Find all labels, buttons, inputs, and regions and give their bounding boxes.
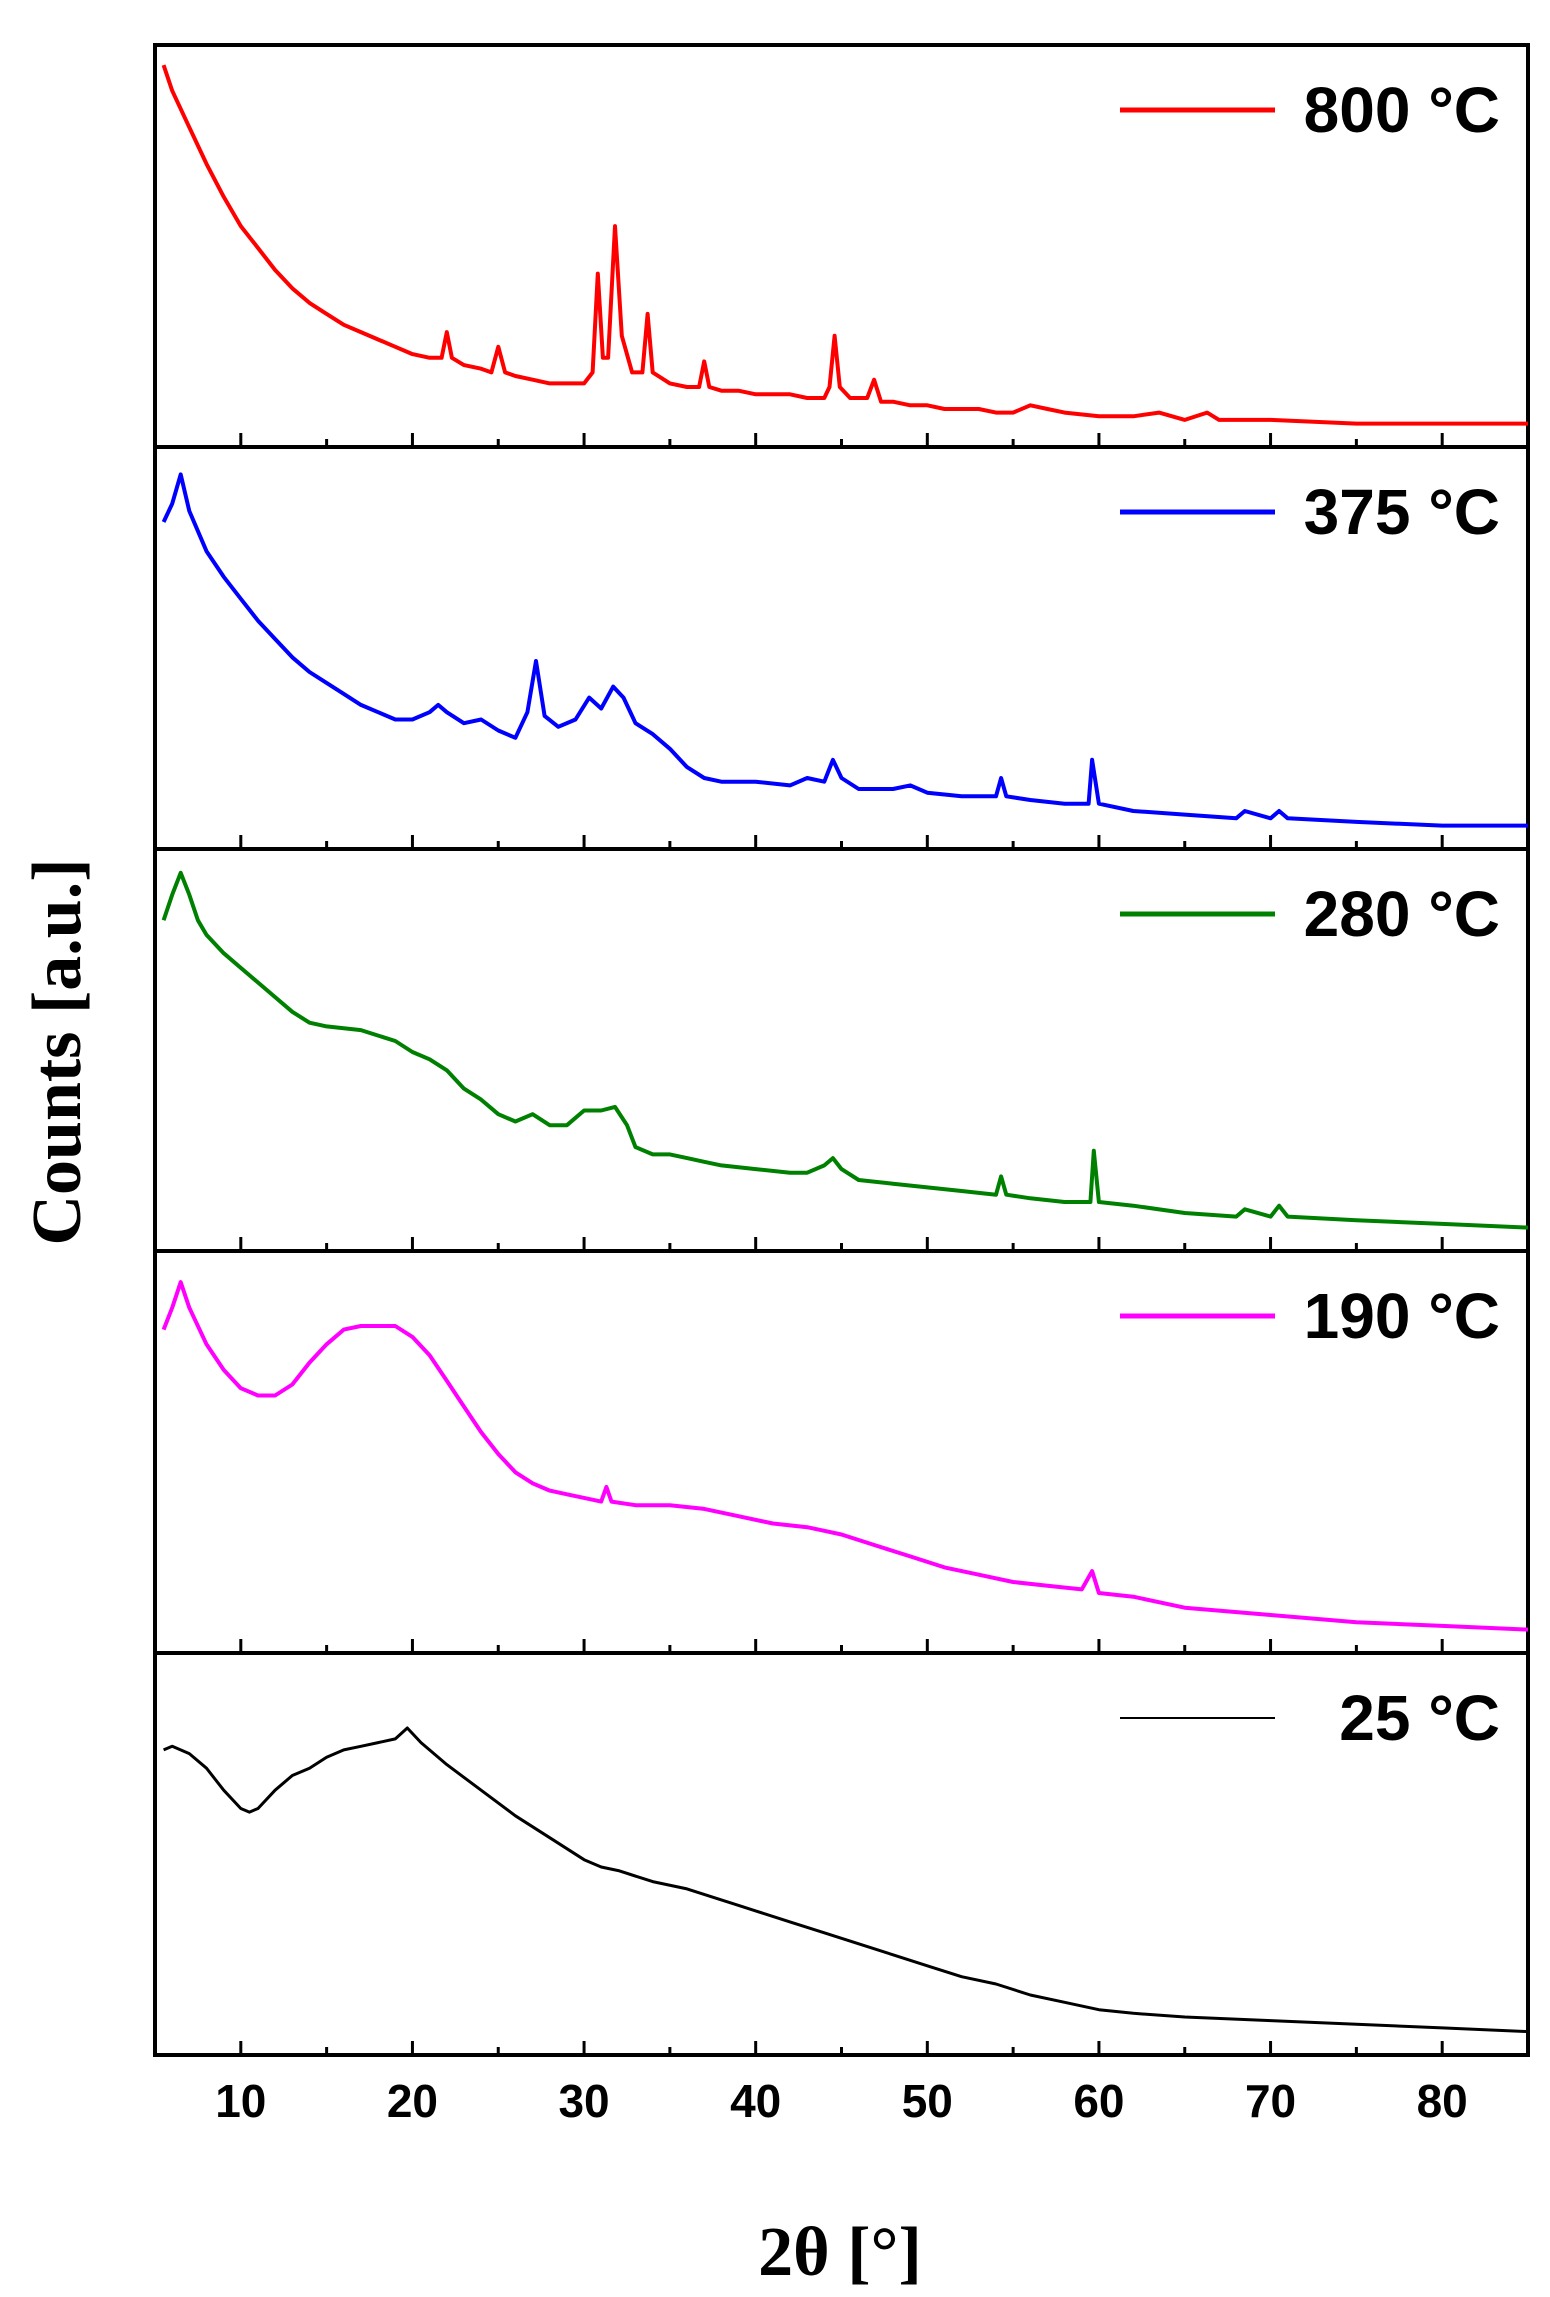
panel-2: 375 °C [153,445,1530,851]
legend-label: 800 °C [1304,74,1500,146]
x-tick-label: 80 [1417,2075,1468,2127]
series-line [161,64,1528,426]
panel-3: 280 °C [153,847,1530,1253]
x-tick-label: 50 [902,2075,953,2127]
x-tick-labels: 10 20 30 40 50 60 70 80 [215,2075,1468,2127]
panel-frame [153,1651,1530,2057]
panels-group: 800 °C 375 °C 280 °C 190 °C 25 °C [153,43,1530,2057]
x-tick-label: 70 [1245,2075,1296,2127]
series-line [161,870,1528,1230]
x-tick-label: 20 [387,2075,438,2127]
legend-label: 25 °C [1339,1682,1500,1754]
x-tick-label: 30 [558,2075,609,2127]
series-line [161,472,1528,828]
panel-4: 190 °C [153,1249,1530,1655]
x-tick-label: 60 [1073,2075,1124,2127]
panel-5: 25 °C [153,1651,1530,2057]
x-tick-label: 40 [730,2075,781,2127]
legend-label: 375 °C [1304,476,1500,548]
x-axis-title: 2θ [°] [758,2214,922,2291]
series-line [161,1280,1528,1632]
x-tick-label: 10 [215,2075,266,2127]
y-axis-title: Counts [a.u.] [19,858,96,1245]
series-line [163,1726,1528,2034]
legend-label: 280 °C [1304,878,1500,950]
panel-1: 800 °C [153,43,1530,449]
legend-label: 190 °C [1304,1280,1500,1352]
